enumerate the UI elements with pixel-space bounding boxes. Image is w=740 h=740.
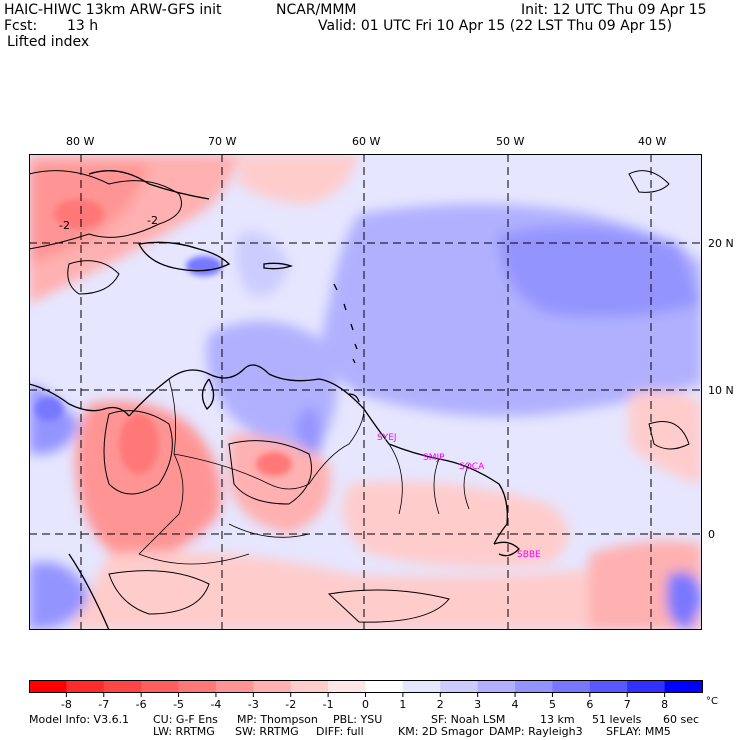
amazon-mouth — [493, 541, 520, 557]
forecast-label: Fcst: — [4, 18, 38, 34]
timestep: 60 sec — [663, 713, 700, 726]
init-time: Init: 12 UTC Thu 09 Apr 15 — [521, 2, 707, 18]
colorbar-cell — [440, 680, 479, 693]
colorbar-tick-label: 7 — [624, 698, 631, 711]
pacific-coast — [68, 553, 110, 630]
graticule — [29, 154, 702, 630]
station-sbbe: SBBE — [517, 550, 541, 560]
organization-label: NCAR/MMM — [276, 2, 357, 18]
colorbar-tick-label: -3 — [248, 698, 259, 711]
colorbar-cell — [178, 680, 217, 693]
colorbar-cell — [141, 680, 180, 693]
colorbar-tick-label: 3 — [474, 698, 481, 711]
country-borders — [138, 378, 470, 565]
trinidad-coast — [348, 393, 360, 403]
colorbar-cell — [253, 680, 292, 693]
map-border — [29, 154, 702, 630]
puerto-rico-coast — [263, 262, 294, 270]
lon-label-40w: 40 W — [638, 135, 667, 148]
shortwave-scheme: SW: RRTMG — [235, 725, 299, 738]
colorbar-cell — [589, 680, 628, 693]
colorbar-cell — [29, 680, 67, 693]
colorbar: -8 -7 -6 -5 -4 -3 -2 -1 0 1 2 3 4 5 6 7 8 °C — [29, 680, 718, 711]
contour-label: -2 — [147, 214, 158, 227]
lon-label-70w: 70 W — [208, 135, 237, 148]
colorbar-cell — [66, 680, 105, 693]
colorbar-tick-label: 1 — [399, 698, 406, 711]
colorbar-border — [29, 680, 703, 693]
lon-label-50w: 50 W — [496, 135, 525, 148]
colorbar-tick-label: -1 — [323, 698, 334, 711]
longwave-scheme: LW: RRTMG — [153, 725, 215, 738]
damping-option: DAMP: Rayleigh3 — [489, 725, 583, 738]
station-smjp: SMJP — [423, 453, 445, 463]
colorbar-tick-label: -2 — [285, 698, 296, 711]
colorbar-cell — [477, 680, 516, 693]
station-soca: SOCA — [459, 462, 485, 472]
antilles-coast — [333, 283, 358, 364]
lon-label-60w: 60 W — [352, 135, 381, 148]
colorbar-cell — [664, 680, 703, 693]
colorbar-tick-label: -4 — [210, 698, 221, 711]
colorbar-tick-label: 2 — [437, 698, 444, 711]
colorbar-tick-label: 4 — [512, 698, 519, 711]
colorbar-tick-label: -6 — [136, 698, 147, 711]
model-title: HAIC-HIWC 13km ARW-GFS init — [4, 2, 222, 18]
contour-label: -2 — [59, 219, 70, 232]
valid-time: Valid: 01 UTC Fri 10 Apr 15 (22 LST Thu … — [318, 18, 673, 34]
colorbar-tick-label: 5 — [549, 698, 556, 711]
model-info-version: Model Info: V3.6.1 — [29, 713, 130, 726]
lifted-index-map: -2 -2 SYEJ SMJP SOCA SBBE — [29, 154, 702, 630]
colorbar-cell — [365, 680, 404, 693]
colorbar-cell — [103, 680, 142, 693]
diffusion-option: DIFF: full — [316, 725, 364, 738]
cuba-coast — [88, 170, 210, 200]
colorbar-tick-label: -5 — [173, 698, 184, 711]
surface-scheme: SF: Noah LSM — [431, 713, 506, 726]
cumulus-scheme: CU: G-F Ens — [153, 713, 218, 726]
vertical-levels: 51 levels — [592, 713, 642, 726]
eddy-coefficient: KM: 2D Smagor — [398, 725, 484, 738]
colorbar-tick-label: -8 — [61, 698, 72, 711]
colorbar-cell — [290, 680, 329, 693]
surface-layer: SFLAY: MM5 — [606, 725, 671, 738]
colorbar-cell — [552, 680, 591, 693]
stable-pockets — [35, 199, 629, 476]
colorbar-tick-label: 6 — [586, 698, 593, 711]
hispaniola-coast — [138, 241, 231, 272]
panama-coast — [29, 383, 130, 417]
colorbar-cell — [215, 680, 254, 693]
pbl-scheme: PBL: YSU — [333, 713, 383, 726]
colorbar-tick-label: 0 — [362, 698, 369, 711]
colorbar-unit: °C — [706, 696, 718, 707]
forecast-hour: 13 h — [67, 18, 99, 34]
microphysics-scheme: MP: Thompson — [237, 713, 318, 726]
station-syej: SYEJ — [377, 433, 397, 443]
resolution: 13 km — [540, 713, 575, 726]
lat-label-equator: 0 — [708, 528, 715, 541]
lat-label-10n: 10 N — [708, 384, 734, 397]
colorbar-cell — [402, 680, 441, 693]
colorbar-cell — [515, 680, 553, 693]
lon-label-80w: 80 W — [66, 135, 95, 148]
colorbar-cell — [627, 680, 666, 693]
field-name: Lifted index — [7, 34, 90, 50]
colorbar-cell — [328, 680, 366, 693]
lat-label-20n: 20 N — [708, 237, 734, 250]
colorbar-tick-label: 8 — [661, 698, 668, 711]
colorbar-tick-label: -7 — [98, 698, 109, 711]
